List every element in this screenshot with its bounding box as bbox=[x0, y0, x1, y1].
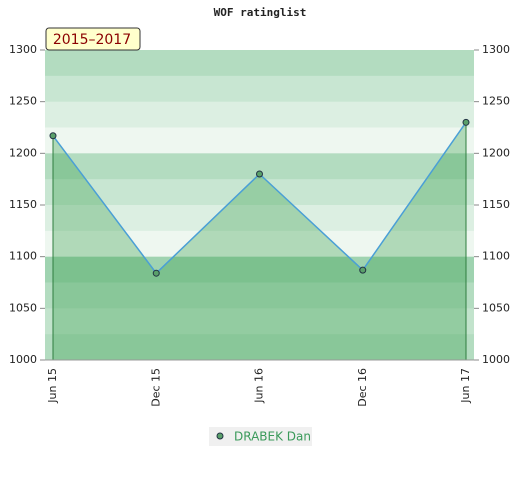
y-tick-label: 1150 bbox=[9, 198, 37, 211]
band bbox=[45, 334, 474, 361]
band bbox=[45, 101, 474, 128]
marker bbox=[359, 266, 367, 274]
x-tick-label: Dec 15 bbox=[149, 368, 162, 407]
legend-marker bbox=[216, 432, 224, 440]
legend-box bbox=[209, 427, 312, 446]
y-tick-label: 1250 bbox=[9, 95, 37, 108]
y2-tick-label: 1000 bbox=[482, 353, 510, 366]
y-tick-label: 1300 bbox=[9, 43, 37, 56]
x-tick-label: Jun 17 bbox=[459, 368, 472, 404]
marker bbox=[462, 118, 470, 126]
y2-tick-label: 1250 bbox=[482, 95, 510, 108]
x-tick-label: Dec 16 bbox=[356, 368, 369, 407]
band bbox=[45, 230, 474, 258]
y2-tick-label: 1050 bbox=[482, 301, 510, 314]
band bbox=[45, 127, 474, 154]
band bbox=[45, 308, 474, 335]
y2-tick-label: 1150 bbox=[482, 198, 510, 211]
annotation-box bbox=[45, 27, 141, 51]
y2-tick-label: 1300 bbox=[482, 43, 510, 56]
band bbox=[45, 179, 474, 206]
band bbox=[45, 282, 474, 309]
chart-title: WOF ratinglist bbox=[214, 6, 307, 19]
y-tick-label: 1050 bbox=[9, 301, 37, 314]
band bbox=[45, 205, 474, 232]
band bbox=[45, 256, 474, 283]
band bbox=[45, 50, 474, 77]
plot bbox=[49, 118, 470, 360]
y-tick-label: 1100 bbox=[9, 250, 37, 263]
x-tick-label: Jun 16 bbox=[253, 368, 266, 404]
marker bbox=[49, 132, 57, 140]
y-tick-label: 1200 bbox=[9, 146, 37, 159]
y2-tick-label: 1200 bbox=[482, 146, 510, 159]
marker bbox=[152, 269, 160, 277]
x-tick-label: Jun 15 bbox=[46, 368, 59, 404]
y-tick-label: 1000 bbox=[9, 353, 37, 366]
y2-tick-label: 1100 bbox=[482, 250, 510, 263]
legend-label: DRABEK Dan bbox=[234, 430, 311, 444]
area bbox=[53, 122, 466, 360]
marker bbox=[256, 170, 263, 178]
band bbox=[45, 75, 474, 103]
bands bbox=[45, 50, 474, 361]
annotation: 2015–2017 bbox=[53, 32, 131, 48]
